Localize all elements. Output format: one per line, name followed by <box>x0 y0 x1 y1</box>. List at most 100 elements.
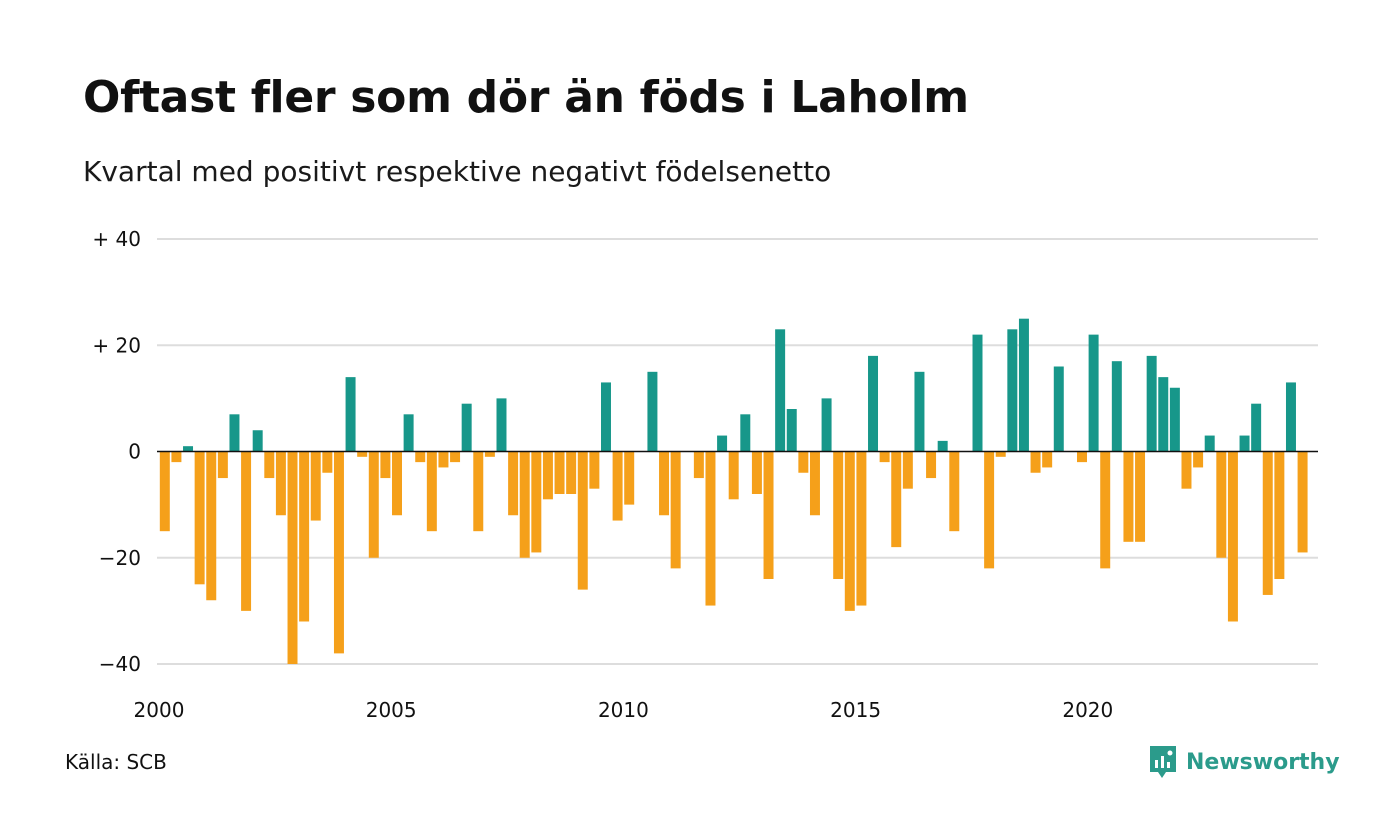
bar-77 <box>1053 366 1064 452</box>
bar-24 <box>438 451 449 468</box>
bar-97 <box>1285 382 1296 452</box>
y-tick-label: + 40 <box>92 227 141 251</box>
bar-14 <box>322 451 333 473</box>
bar-27 <box>473 451 484 532</box>
bar-13 <box>310 451 321 521</box>
bar-16 <box>345 377 356 452</box>
bar-79 <box>1077 451 1087 463</box>
bar-29 <box>496 398 507 452</box>
bar-83 <box>1123 451 1134 542</box>
bar-0 <box>159 451 170 532</box>
bar-91 <box>1216 451 1227 558</box>
bar-15 <box>333 451 344 654</box>
bar-32 <box>531 451 542 553</box>
bar-98 <box>1297 451 1308 553</box>
newsworthy-logo-icon <box>1150 746 1176 778</box>
bar-47 <box>705 451 716 606</box>
bar-95 <box>1262 451 1273 595</box>
bar-67 <box>937 440 948 452</box>
bar-37 <box>589 451 600 489</box>
bar-36 <box>577 451 588 590</box>
bar-3 <box>194 451 205 585</box>
bar-39 <box>612 451 623 521</box>
bar-93 <box>1239 435 1250 452</box>
bar-7 <box>241 451 252 611</box>
bar-71 <box>984 451 995 569</box>
bar-10 <box>275 451 286 516</box>
x-tick-label: 2015 <box>830 698 881 722</box>
bar-6 <box>229 414 240 452</box>
bar-23 <box>426 451 437 532</box>
bar-90 <box>1204 435 1215 452</box>
gridlines <box>157 238 1318 665</box>
brand-logo[interactable]: Newsworthy <box>1148 744 1340 780</box>
bar-61 <box>868 355 879 452</box>
bar-48 <box>717 435 728 452</box>
bar-38 <box>600 382 611 452</box>
bar-75 <box>1030 451 1041 473</box>
bar-42 <box>647 371 658 452</box>
bar-94 <box>1251 403 1262 452</box>
bar-21 <box>403 414 414 452</box>
bar-66 <box>926 451 937 479</box>
y-axis-ticks: + 40 + 20 0 −20 −40 <box>92 227 141 676</box>
bar-5 <box>217 451 228 479</box>
bar-65 <box>914 371 925 452</box>
bar-56 <box>809 451 820 516</box>
bar-1 <box>171 451 182 463</box>
bar-34 <box>554 451 565 494</box>
bar-59 <box>844 451 855 611</box>
bar-30 <box>508 451 519 516</box>
bars <box>159 318 1308 664</box>
bar-51 <box>751 451 762 494</box>
bar-88 <box>1181 451 1192 489</box>
bar-28 <box>484 451 495 457</box>
bar-89 <box>1193 451 1204 468</box>
bar-55 <box>798 451 809 473</box>
bar-20 <box>392 451 402 516</box>
bar-82 <box>1111 361 1122 452</box>
bar-62 <box>879 451 890 463</box>
bar-54 <box>786 409 797 452</box>
bar-52 <box>763 451 774 579</box>
bar-60 <box>856 451 867 606</box>
bar-8 <box>252 430 263 452</box>
bar-72 <box>995 451 1006 457</box>
bar-26 <box>461 403 472 452</box>
bar-33 <box>542 451 553 500</box>
bar-25 <box>450 451 461 463</box>
x-tick-label: 2005 <box>366 698 417 722</box>
bar-74 <box>1018 318 1029 452</box>
bar-4 <box>206 451 217 601</box>
bar-18 <box>368 451 379 558</box>
bar-84 <box>1135 451 1146 542</box>
bar-73 <box>1007 329 1018 452</box>
chart-title: Oftast fler som dör än föds i Laholm <box>83 72 969 123</box>
x-tick-label: 2010 <box>598 698 649 722</box>
bar-2 <box>183 446 194 452</box>
bar-63 <box>891 451 902 548</box>
bar-58 <box>833 451 844 579</box>
bar-11 <box>287 451 298 664</box>
y-tick-label: + 20 <box>92 333 141 357</box>
bar-80 <box>1088 334 1099 452</box>
bar-50 <box>740 414 751 452</box>
bar-17 <box>357 451 368 457</box>
bar-19 <box>380 451 391 479</box>
y-tick-label: −20 <box>99 546 141 570</box>
x-axis-ticks: 2000 2005 2010 2015 2020 <box>134 698 1114 722</box>
bar-49 <box>728 451 739 500</box>
bar-86 <box>1158 377 1169 452</box>
bar-46 <box>693 451 704 479</box>
bar-76 <box>1042 451 1053 468</box>
chart-subtitle: Kvartal med positivt respektive negativt… <box>83 155 832 188</box>
bar-57 <box>821 398 832 452</box>
bar-43 <box>659 451 670 516</box>
source-label: Källa: SCB <box>65 750 167 774</box>
bar-64 <box>902 451 913 489</box>
bar-31 <box>519 451 530 558</box>
bar-44 <box>670 451 681 569</box>
bar-70 <box>972 334 983 452</box>
x-tick-label: 2000 <box>134 698 185 722</box>
